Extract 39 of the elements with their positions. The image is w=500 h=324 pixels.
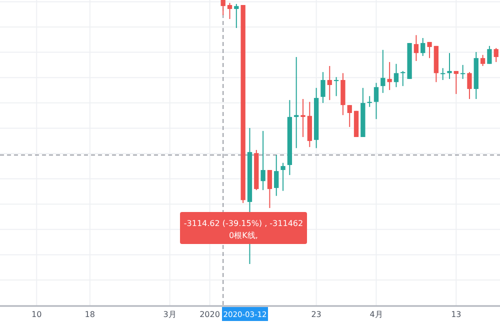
- candlestick: [414, 34, 419, 62]
- candlestick: [300, 98, 306, 138]
- candlestick: [374, 82, 379, 120]
- candlestick: [394, 63, 399, 88]
- candlestick: [234, 3, 239, 28]
- candlestick: [280, 162, 286, 192]
- candlestick: [494, 48, 498, 63]
- candlestick: [487, 45, 492, 64]
- x-tick-label: 4月: [370, 310, 383, 319]
- candlestick: [480, 54, 486, 66]
- candlestick: [320, 72, 326, 104]
- x-tick-label: 13: [451, 310, 462, 319]
- candlestick: [260, 130, 266, 191]
- candlestick: [347, 104, 352, 128]
- candlestick: [454, 70, 458, 94]
- candlestick: [400, 70, 406, 87]
- x-tick-label: 18: [84, 310, 95, 319]
- candlestick: [447, 52, 452, 80]
- candlestick: [420, 38, 426, 56]
- candlestick: [274, 154, 279, 196]
- x-tick-label: 23: [311, 310, 322, 319]
- candlestick: [427, 41, 432, 59]
- candlestick: [367, 96, 372, 108]
- candlestick: [467, 72, 472, 100]
- candlestick: [267, 170, 272, 209]
- candlestick: [294, 56, 299, 149]
- annotation: 0根K线,: [229, 231, 258, 240]
- candlestick: [334, 76, 339, 97]
- candlestick: [327, 66, 332, 101]
- annotation: -3114.62 (-39.15%) , -311462: [184, 219, 304, 228]
- candlestick: [440, 68, 446, 80]
- candlestick: [227, 2, 232, 20]
- x-tick-label: 2020: [200, 310, 220, 319]
- candlestick: [460, 64, 466, 80]
- candlestick: [220, 0, 226, 16]
- candlestick: [380, 49, 386, 94]
- x-tick-label: 3月: [163, 310, 176, 319]
- x-tick-label: 10: [32, 310, 42, 319]
- candlestick: [387, 62, 392, 91]
